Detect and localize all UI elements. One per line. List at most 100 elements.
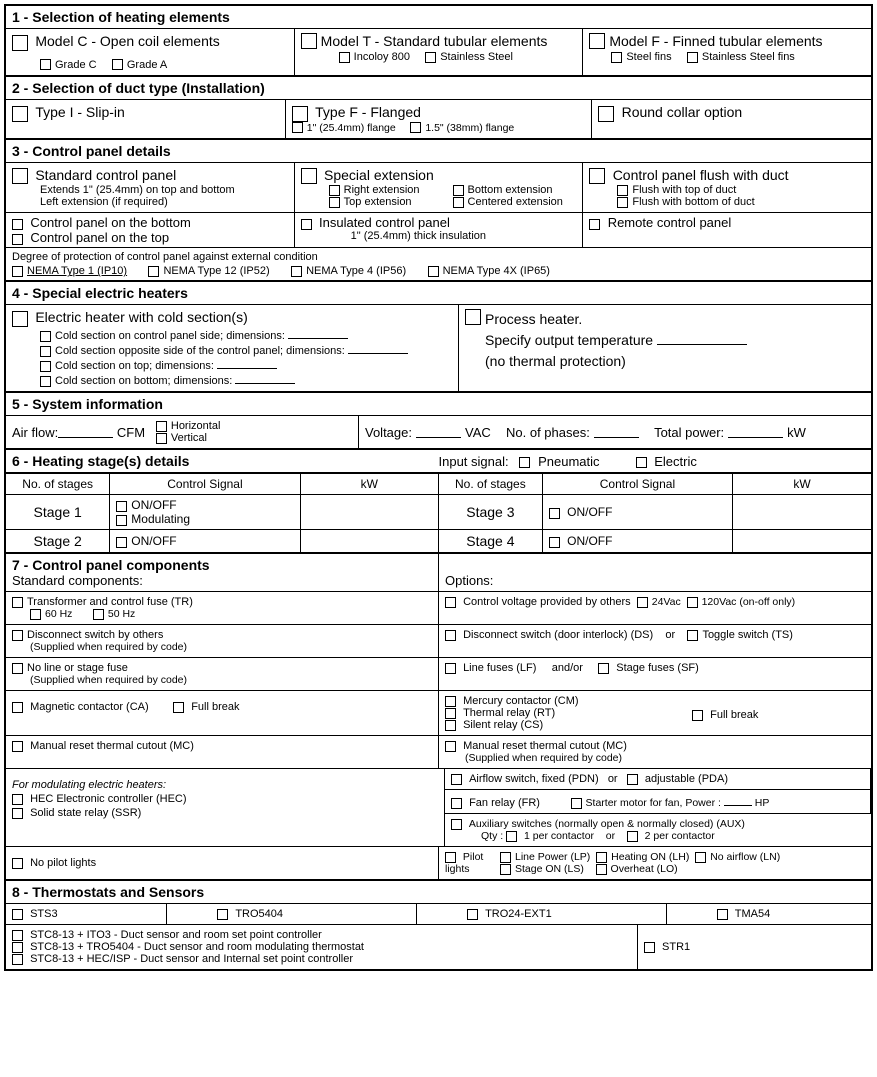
cb-s1-onoff[interactable] xyxy=(116,501,127,512)
cb-right-ext[interactable] xyxy=(329,185,340,196)
cb-24vac[interactable] xyxy=(637,597,648,608)
cb-tma54[interactable] xyxy=(717,909,728,920)
cb-spec-ext[interactable] xyxy=(301,168,317,184)
cb-grade-a[interactable] xyxy=(112,59,123,70)
cb-steel-fins[interactable] xyxy=(611,52,622,63)
cb-ssr[interactable] xyxy=(12,808,23,819)
cb-remote[interactable] xyxy=(589,219,600,230)
cb-cs[interactable] xyxy=(445,720,456,731)
cs2-field[interactable] xyxy=(348,342,408,354)
cb-mc-std[interactable] xyxy=(12,741,23,752)
cb-flush-bot[interactable] xyxy=(617,197,628,208)
cb-aux[interactable] xyxy=(451,819,462,830)
cs4-field[interactable] xyxy=(235,372,295,384)
cb-pilot[interactable] xyxy=(445,852,456,863)
cb-s4-onoff[interactable] xyxy=(549,537,560,548)
cb-sts3[interactable] xyxy=(12,909,23,920)
cb-s1-mod[interactable] xyxy=(116,515,127,526)
cb-stc2[interactable] xyxy=(12,942,23,953)
cb-rt-fb[interactable] xyxy=(692,710,703,721)
cb-nema4x[interactable] xyxy=(428,266,439,277)
cb-lh[interactable] xyxy=(596,852,607,863)
cb-hec[interactable] xyxy=(12,794,23,805)
cb-model-f[interactable] xyxy=(589,33,605,49)
cb-tro5404[interactable] xyxy=(217,909,228,920)
cb-nema4[interactable] xyxy=(291,266,302,277)
cb-pdn[interactable] xyxy=(451,774,462,785)
cb-lp[interactable] xyxy=(500,852,511,863)
airflow-field[interactable] xyxy=(58,426,113,438)
cb-nema1[interactable] xyxy=(12,266,23,277)
cb-cs3[interactable] xyxy=(40,361,51,372)
cb-panel-top[interactable] xyxy=(12,234,23,245)
cb-ss[interactable] xyxy=(425,52,436,63)
cb-flange-1[interactable] xyxy=(292,122,303,133)
cb-s2-onoff[interactable] xyxy=(116,537,127,548)
cb-120vac[interactable] xyxy=(687,597,698,608)
cb-lo[interactable] xyxy=(596,864,607,875)
cb-ts[interactable] xyxy=(687,630,698,641)
cb-nema12[interactable] xyxy=(148,266,159,277)
cb-s3-onoff[interactable] xyxy=(549,508,560,519)
cb-stc1[interactable] xyxy=(12,930,23,941)
cb-insulated[interactable] xyxy=(301,219,312,230)
cb-no-pilot[interactable] xyxy=(12,858,23,869)
power-field[interactable] xyxy=(728,426,783,438)
cb-incoloy[interactable] xyxy=(339,52,350,63)
cb-ls[interactable] xyxy=(500,864,511,875)
cb-disc-others[interactable] xyxy=(12,630,23,641)
cb-mc-opt[interactable] xyxy=(445,741,456,752)
cb-ca[interactable] xyxy=(12,702,23,713)
cb-std-panel[interactable] xyxy=(12,168,28,184)
cb-cm[interactable] xyxy=(445,696,456,707)
cb-stc3[interactable] xyxy=(12,954,23,965)
cb-no-fuse[interactable] xyxy=(12,663,23,674)
cb-type-i[interactable] xyxy=(12,106,28,122)
cb-rt[interactable] xyxy=(445,708,456,719)
s1-kw[interactable] xyxy=(300,495,438,530)
cb-aux-1[interactable] xyxy=(506,831,517,842)
cb-round-collar[interactable] xyxy=(598,106,614,122)
cb-ca-fb[interactable] xyxy=(173,702,184,713)
starter-hp-field[interactable] xyxy=(724,794,752,806)
cb-model-c[interactable] xyxy=(12,35,28,51)
cb-ss-fins[interactable] xyxy=(687,52,698,63)
cb-top-ext[interactable] xyxy=(329,197,340,208)
cb-cv-others[interactable] xyxy=(445,597,456,608)
cb-60hz[interactable] xyxy=(30,609,41,620)
cb-flush-top[interactable] xyxy=(617,185,628,196)
cb-ln[interactable] xyxy=(695,852,706,863)
cb-sf[interactable] xyxy=(598,663,609,674)
phases-field[interactable] xyxy=(594,426,639,438)
cs1-field[interactable] xyxy=(288,327,348,339)
cs3-field[interactable] xyxy=(217,357,277,369)
s2-kw[interactable] xyxy=(300,530,438,554)
cb-process-heater[interactable] xyxy=(465,309,481,325)
cb-grade-c[interactable] xyxy=(40,59,51,70)
cb-horiz[interactable] xyxy=(156,421,167,432)
cb-panel-bottom[interactable] xyxy=(12,219,23,230)
cb-50hz[interactable] xyxy=(93,609,104,620)
cb-str1[interactable] xyxy=(644,942,655,953)
cb-fr[interactable] xyxy=(451,798,462,809)
volt-field[interactable] xyxy=(416,426,461,438)
cb-model-t[interactable] xyxy=(301,33,317,49)
cb-aux-2[interactable] xyxy=(627,831,638,842)
cb-pneumatic[interactable] xyxy=(519,457,530,468)
cb-cold-section[interactable] xyxy=(12,311,28,327)
process-temp-field[interactable] xyxy=(657,333,747,345)
cb-type-f[interactable] xyxy=(292,106,308,122)
cb-tro24[interactable] xyxy=(467,909,478,920)
s4-kw[interactable] xyxy=(733,530,871,554)
cb-center-ext[interactable] xyxy=(453,197,464,208)
cb-cs4[interactable] xyxy=(40,376,51,387)
cb-lf[interactable] xyxy=(445,663,456,674)
cb-starter[interactable] xyxy=(571,798,582,809)
cb-bottom-ext[interactable] xyxy=(453,185,464,196)
cb-ds[interactable] xyxy=(445,630,456,641)
s3-kw[interactable] xyxy=(733,495,871,530)
cb-tr[interactable] xyxy=(12,597,23,608)
cb-pda[interactable] xyxy=(627,774,638,785)
cb-flange-15[interactable] xyxy=(410,122,421,133)
cb-electric[interactable] xyxy=(636,457,647,468)
